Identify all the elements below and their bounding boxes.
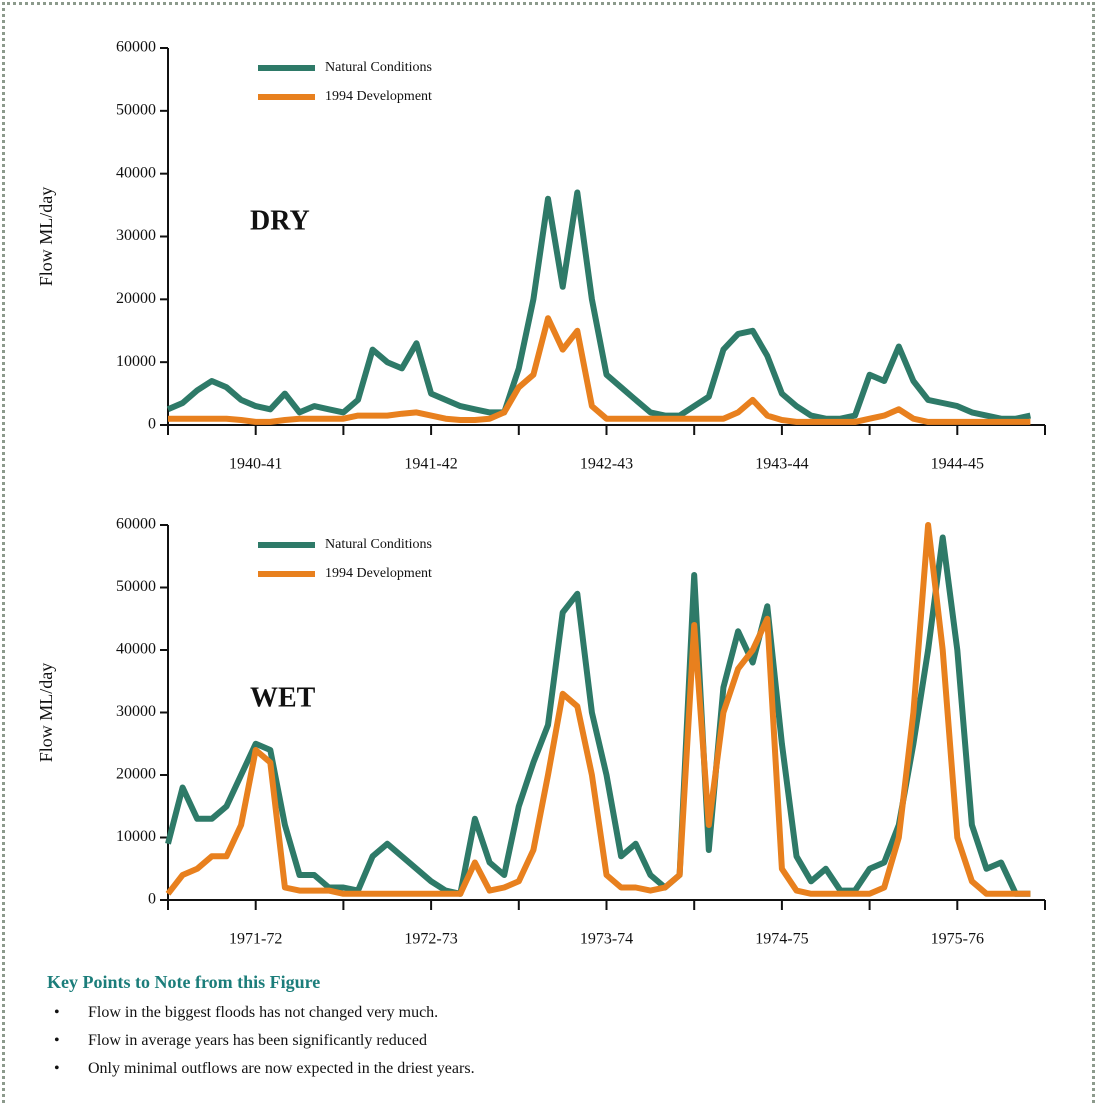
x-tick-label: 1973-74 (580, 931, 633, 948)
legend-label: Natural Conditions (325, 60, 432, 75)
line-series (165, 534, 1031, 897)
y-tick-label: 20000 (116, 766, 156, 783)
x-tick-label: 1975-76 (931, 931, 984, 948)
x-tick-label: 1940-41 (229, 456, 282, 473)
line-series (166, 189, 1032, 422)
key-point: Flow in average years has been significa… (47, 1027, 1047, 1055)
x-tick-label: 1971-72 (229, 931, 282, 948)
y-tick-label: 40000 (116, 164, 156, 181)
y-tick-label: 0 (148, 891, 156, 908)
y-tick-label: 10000 (116, 353, 156, 370)
y-axis-label: Flow ML/day (36, 187, 56, 287)
key-points: Key Points to Note from this Figure Flow… (47, 972, 1047, 1083)
y-axis-label: Flow ML/day (36, 663, 56, 763)
annotation: WET (250, 682, 316, 713)
y-tick-label: 20000 (116, 290, 156, 307)
x-tick-label: 1942-43 (580, 456, 633, 473)
y-tick-label: 50000 (116, 578, 156, 595)
legend-label: Natural Conditions (325, 537, 432, 552)
y-tick-label: 0 (148, 416, 156, 433)
y-tick-label: 30000 (116, 703, 156, 720)
x-tick-label: 1974-75 (755, 931, 808, 948)
y-tick-label: 10000 (116, 828, 156, 845)
legend-label: 1994 Development (325, 89, 432, 104)
key-point: Flow in the biggest floods has not chang… (47, 999, 1047, 1027)
y-tick-label: 60000 (116, 516, 156, 533)
x-tick-label: 1941-42 (404, 456, 457, 473)
key-points-list: Flow in the biggest floods has not chang… (47, 999, 1047, 1083)
charts: 0 10000 20000 30000 40000 50000 60000 1940-41 19… (36, 39, 1046, 948)
line-series (168, 315, 1031, 425)
y-tick-label: 60000 (116, 39, 156, 56)
annotation: DRY (250, 205, 310, 236)
legend-label: 1994 Development (325, 566, 432, 581)
y-tick-label: 50000 (116, 102, 156, 119)
y-tick-label: 40000 (116, 641, 156, 658)
key-point: Only minimal outflows are now expected i… (47, 1055, 1047, 1083)
y-tick-label: 30000 (116, 227, 156, 244)
x-tick-label: 1943-44 (755, 456, 808, 473)
line-series (165, 522, 1031, 897)
x-tick-label: 1972-73 (404, 931, 457, 948)
x-tick-label: 1944-45 (931, 456, 984, 473)
key-points-title: Key Points to Note from this Figure (47, 972, 321, 992)
